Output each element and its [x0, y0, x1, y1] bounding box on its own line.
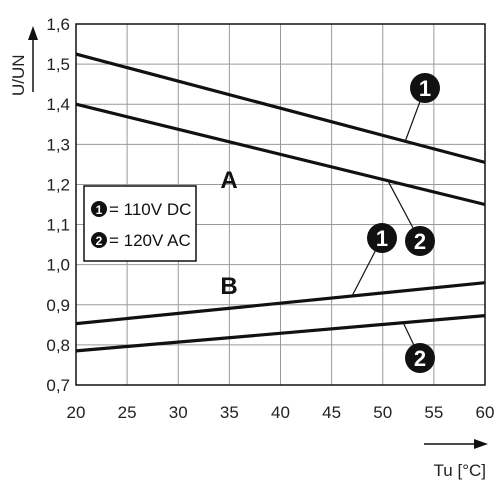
- y-axis-arrow-icon: [28, 26, 38, 40]
- x-axis-title: Tu [°C]: [424, 439, 488, 480]
- x-tick-label: 20: [67, 403, 86, 422]
- x-tick-label: 30: [169, 403, 188, 422]
- x-axis-label: Tu [°C]: [434, 461, 486, 480]
- y-tick-label: 1,4: [46, 95, 70, 114]
- x-axis-arrow-icon: [474, 439, 488, 449]
- callouts: 1 2 1 2: [351, 73, 440, 373]
- callout-marker-text: 1: [419, 76, 431, 101]
- callout-marker-2-icon: [405, 226, 435, 256]
- callout-marker-text: 2: [414, 229, 426, 254]
- legend-box: [83, 185, 197, 262]
- legend-marker-1-icon: [91, 201, 107, 217]
- x-tick-label: 55: [424, 403, 443, 422]
- y-axis-title: U/UN: [9, 26, 38, 96]
- callout-marker-text: 2: [414, 346, 426, 371]
- legend-marker-2-icon: [91, 232, 107, 248]
- legend-marker-1-text: 1: [96, 203, 103, 217]
- y-tick-label: 1,5: [46, 55, 70, 74]
- region-label-a: A: [220, 167, 237, 194]
- x-tick-label: 40: [271, 403, 290, 422]
- y-tick-label: 1,1: [46, 216, 70, 235]
- y-tick-label: 1,0: [46, 256, 70, 275]
- callout-marker-text: 1: [376, 226, 388, 251]
- y-axis-label: U/UN: [9, 54, 28, 96]
- series-line-a-1: [75, 52, 486, 164]
- y-tick-label: 0,8: [46, 336, 70, 355]
- callout-marker-2-icon: [405, 343, 435, 373]
- series-line-b-1: [75, 281, 486, 326]
- series-group: [75, 52, 486, 353]
- x-tick-label: 35: [220, 403, 239, 422]
- legend-entry-1: = 110V DC: [109, 200, 191, 219]
- x-tick-label: 45: [322, 403, 341, 422]
- series-line-a-2: [75, 102, 486, 207]
- y-tick-label: 0,9: [46, 296, 70, 315]
- tick-labels: 20 25 30 35 40 45 50 55 60 0,7 0,8 0,9 1,0 1,1 1,2 1,3 1…: [46, 15, 494, 422]
- x-tick-label: 60: [476, 403, 495, 422]
- y-tick-label: 1,2: [46, 175, 70, 194]
- x-tick-label: 50: [373, 403, 392, 422]
- region-label-b: B: [220, 273, 237, 300]
- y-tick-label: 0,7: [46, 376, 70, 395]
- series-line-b-2: [75, 314, 486, 353]
- legend-entry-2: = 120V AC: [109, 231, 191, 250]
- y-tick-label: 1,3: [46, 135, 70, 154]
- callout-marker-1-icon: [367, 223, 397, 253]
- legend: 1 = 110V DC 2 = 120V AC: [83, 185, 197, 262]
- callout-marker-1-icon: [410, 73, 440, 103]
- x-tick-label: 25: [118, 403, 137, 422]
- y-tick-label: 1,6: [46, 15, 70, 34]
- legend-marker-2-text: 2: [96, 234, 103, 248]
